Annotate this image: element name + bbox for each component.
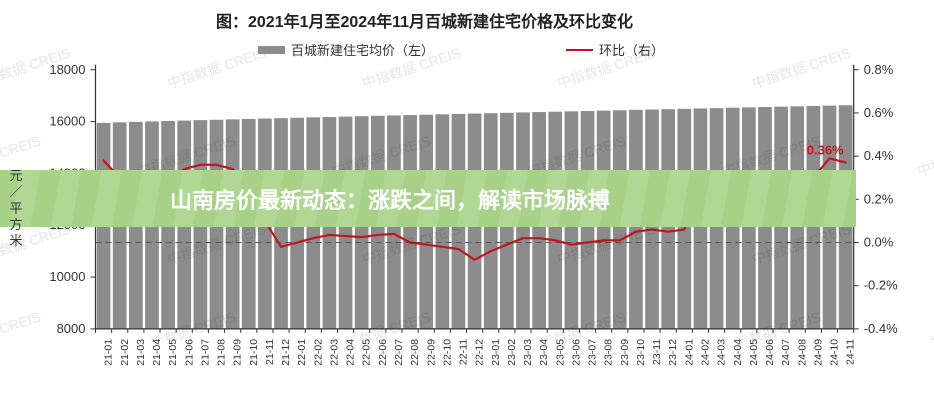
svg-text:21-08: 21-08 [216,339,228,366]
svg-text:22-05: 22-05 [361,339,373,366]
svg-text:24-11: 24-11 [845,339,857,365]
svg-text:0.8%: 0.8% [864,62,894,77]
svg-text:24-04: 24-04 [732,339,744,366]
svg-text:22-11: 22-11 [458,339,470,365]
svg-text:16000: 16000 [49,114,85,129]
svg-text:0.4%: 0.4% [864,148,894,163]
svg-text:24-09: 24-09 [812,339,824,366]
svg-text:21-09: 21-09 [232,339,244,366]
svg-text:21-04: 21-04 [151,339,163,366]
svg-text:22-08: 22-08 [409,339,421,366]
svg-text:23-06: 23-06 [570,339,582,366]
svg-text:23-07: 23-07 [587,339,599,366]
svg-text:21-02: 21-02 [119,339,131,366]
svg-text:21-11: 21-11 [264,339,276,365]
svg-text:24-05: 24-05 [748,339,760,366]
svg-text:22-07: 22-07 [393,339,405,366]
svg-text:23-11: 23-11 [651,339,663,365]
svg-text:21-03: 21-03 [135,339,147,366]
svg-text:8000: 8000 [57,321,86,336]
svg-text:18000: 18000 [49,62,85,77]
svg-text:22-04: 22-04 [345,339,357,366]
svg-text:24-10: 24-10 [829,339,841,366]
svg-text:24-01: 24-01 [683,339,695,366]
svg-text:24-06: 24-06 [764,339,776,366]
svg-text:21-05: 21-05 [167,339,179,366]
svg-text:22-12: 22-12 [474,339,486,366]
svg-text:22-10: 22-10 [441,339,453,366]
svg-text:0.2%: 0.2% [864,191,894,206]
svg-text:10000: 10000 [49,269,85,284]
svg-text:23-04: 23-04 [538,339,550,366]
svg-text:0.0%: 0.0% [864,235,894,250]
svg-text:21-01: 21-01 [103,339,115,366]
svg-text:24-07: 24-07 [780,339,792,366]
svg-text:21-06: 21-06 [183,339,195,366]
svg-text:23-01: 23-01 [490,339,502,366]
svg-text:22-06: 22-06 [377,339,389,366]
svg-text:21-10: 21-10 [248,339,260,366]
svg-text:23-05: 23-05 [554,339,566,366]
svg-text:-0.2%: -0.2% [864,278,898,293]
svg-text:23-10: 23-10 [635,339,647,366]
svg-text:24-02: 24-02 [700,339,712,366]
svg-text:22-03: 22-03 [328,339,340,366]
svg-text:22-02: 22-02 [312,339,324,366]
svg-text:23-12: 23-12 [667,339,679,366]
svg-text:-0.4%: -0.4% [864,321,898,336]
svg-text:22-09: 22-09 [425,339,437,366]
svg-text:21-12: 21-12 [280,339,292,366]
svg-text:22-01: 22-01 [296,339,308,366]
svg-text:24-03: 24-03 [716,339,728,366]
svg-text:23-02: 23-02 [506,339,518,366]
svg-text:23-08: 23-08 [603,339,615,366]
svg-text:23-09: 23-09 [619,339,631,366]
svg-text:0.36%: 0.36% [807,143,844,158]
svg-text:24-08: 24-08 [796,339,808,366]
svg-text:0.6%: 0.6% [864,105,894,120]
svg-text:21-07: 21-07 [199,339,211,366]
svg-text:23-03: 23-03 [522,339,534,366]
